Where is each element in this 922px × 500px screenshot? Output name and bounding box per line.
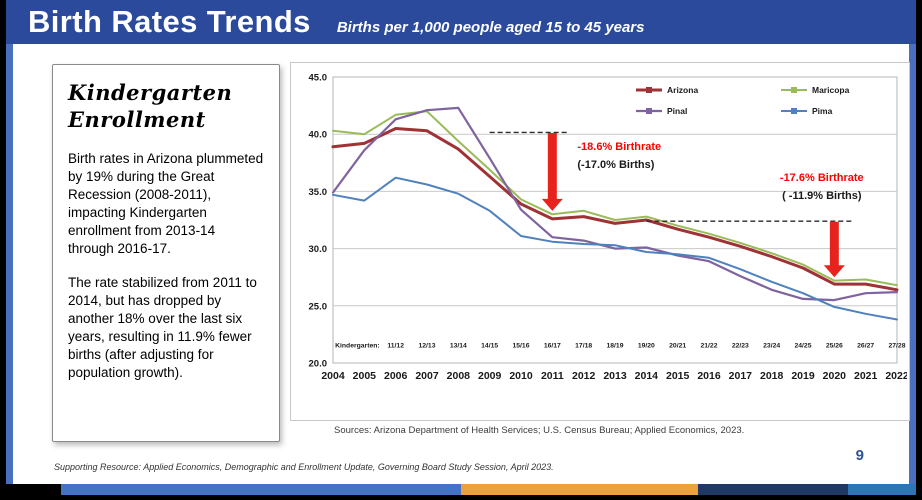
footer-segment-orange — [460, 484, 698, 495]
footer-black-strip — [6, 495, 916, 500]
x-tick-label: 2020 — [823, 370, 847, 382]
info-card: Kindergarten Enrollment Birth rates in A… — [52, 64, 280, 442]
kindergarten-year: 22/23 — [732, 343, 749, 350]
x-tick-label: 2021 — [854, 370, 878, 382]
legend-label-pinal: Pinal — [667, 106, 687, 116]
kindergarten-year: 25/26 — [826, 343, 843, 350]
kindergarten-year: 11/12 — [387, 343, 404, 350]
legend-marker-arizona — [646, 87, 652, 93]
y-tick-label: 20.0 — [309, 359, 328, 370]
kindergarten-year: 27/28 — [888, 343, 905, 350]
legend-marker-pima — [791, 108, 797, 114]
chart-panel: 20.0 25.0 30.0 35.0 40.0 45.0 2004 2005 2006 2007… — [290, 62, 912, 436]
card-paragraph-1: Birth rates in Arizona plummeted by 19% … — [68, 150, 264, 256]
supporting-resource: Supporting Resource: Applied Economics, … — [54, 462, 554, 472]
series-line-arizona — [331, 127, 899, 292]
kindergarten-year: 14/15 — [481, 343, 498, 350]
kindergarten-year: 18/19 — [606, 343, 623, 350]
page-subtitle: Births per 1,000 people aged 15 to 45 ye… — [336, 18, 645, 36]
kindergarten-year: 12/13 — [418, 343, 435, 350]
chart-frame: 20.0 25.0 30.0 35.0 40.0 45.0 2004 2005 2006 2007… — [290, 62, 910, 421]
footer-segment-navy — [697, 484, 848, 495]
legend-marker-pinal — [646, 108, 652, 114]
y-tick-label: 30.0 — [309, 244, 328, 255]
kindergarten-year: 16/17 — [544, 343, 561, 350]
legend-marker-maricopa — [791, 87, 797, 93]
slide-header: Birth Rates Trends Births per 1,000 peop… — [6, 0, 916, 44]
x-tick-label: 2011 — [541, 370, 564, 382]
kindergarten-label: Kindergarten: — [335, 343, 380, 350]
footer-color-bar — [6, 484, 916, 495]
x-tick-label: 2017 — [729, 370, 753, 382]
chart-source: Sources: Arizona Department of Health Se… — [334, 425, 745, 436]
legend-label-pima: Pima — [812, 106, 833, 116]
footer-segment-black — [6, 484, 61, 495]
card-title-line1: Kindergarten — [68, 80, 233, 105]
birth-rates-chart: 20.0 25.0 30.0 35.0 40.0 45.0 2004 2005 2006 2007… — [309, 73, 909, 383]
x-tick-label: 2005 — [353, 370, 377, 382]
left-accent-strip — [6, 44, 13, 484]
x-tick-label: 2016 — [697, 370, 721, 382]
annotation-1-line1: -18.6% Birthrate — [577, 141, 661, 153]
x-tick-label: 2022 — [885, 370, 907, 382]
y-tick-label: 35.0 — [309, 187, 328, 198]
plot-border — [332, 76, 898, 364]
kindergarten-year: 19/20 — [638, 343, 655, 350]
footer-segment-blue — [60, 484, 461, 495]
kindergarten-year: 26/27 — [857, 343, 874, 350]
x-tick-label: 2004 — [321, 370, 345, 382]
x-tick-label: 2007 — [415, 370, 439, 382]
card-title: Kindergarten Enrollment — [68, 79, 264, 134]
kindergarten-year: 17/18 — [575, 343, 592, 350]
right-accent-strip — [909, 44, 916, 484]
footer-segment-mediumblue — [847, 484, 916, 495]
x-tick-label: 2015 — [666, 370, 690, 382]
y-tick-label: 40.0 — [309, 130, 328, 141]
slide-body: Kindergarten Enrollment Birth rates in A… — [6, 44, 916, 484]
kindergarten-year: 20/21 — [669, 343, 686, 350]
y-tick-label: 25.0 — [309, 301, 328, 312]
x-tick-label: 2012 — [572, 370, 596, 382]
kindergarten-year: 13/14 — [450, 343, 467, 350]
kindergarten-year: 15/16 — [512, 343, 529, 350]
x-tick-label: 2019 — [791, 370, 815, 382]
x-tick-label: 2014 — [635, 370, 659, 382]
x-tick-label: 2013 — [603, 370, 627, 382]
legend-label-arizona: Arizona — [667, 85, 698, 95]
x-tick-label: 2006 — [384, 370, 408, 382]
card-title-line2: Enrollment — [68, 107, 206, 133]
annotation-2-line1: -17.6% Birthrate — [780, 172, 864, 184]
page-title: Birth Rates Trends — [28, 4, 311, 39]
series-line-pinal — [331, 106, 899, 302]
x-tick-label: 2010 — [509, 370, 533, 382]
card-paragraph-2: The rate stabilized from 2011 to 2014, b… — [68, 275, 257, 381]
drop-arrow-2 — [823, 221, 845, 278]
drop-arrow-1 — [541, 133, 563, 211]
slide-canvas: Birth Rates Trends Births per 1,000 peop… — [6, 0, 916, 500]
annotation-2-line2: ( -11.9% Births) — [782, 190, 862, 202]
page-number: 9 — [855, 447, 864, 464]
x-tick-label: 2009 — [478, 370, 502, 382]
kindergarten-year: 24/25 — [794, 343, 811, 350]
kindergarten-year: 21/22 — [700, 343, 717, 350]
kindergarten-year: 23/24 — [763, 343, 780, 350]
legend-label-maricopa: Maricopa — [812, 85, 850, 95]
series-line-pima — [332, 176, 898, 321]
x-tick-label: 2008 — [447, 370, 471, 382]
y-tick-label: 45.0 — [309, 73, 328, 84]
annotation-1-line2: (-17.0% Births) — [577, 159, 654, 171]
x-tick-label: 2018 — [760, 370, 784, 382]
